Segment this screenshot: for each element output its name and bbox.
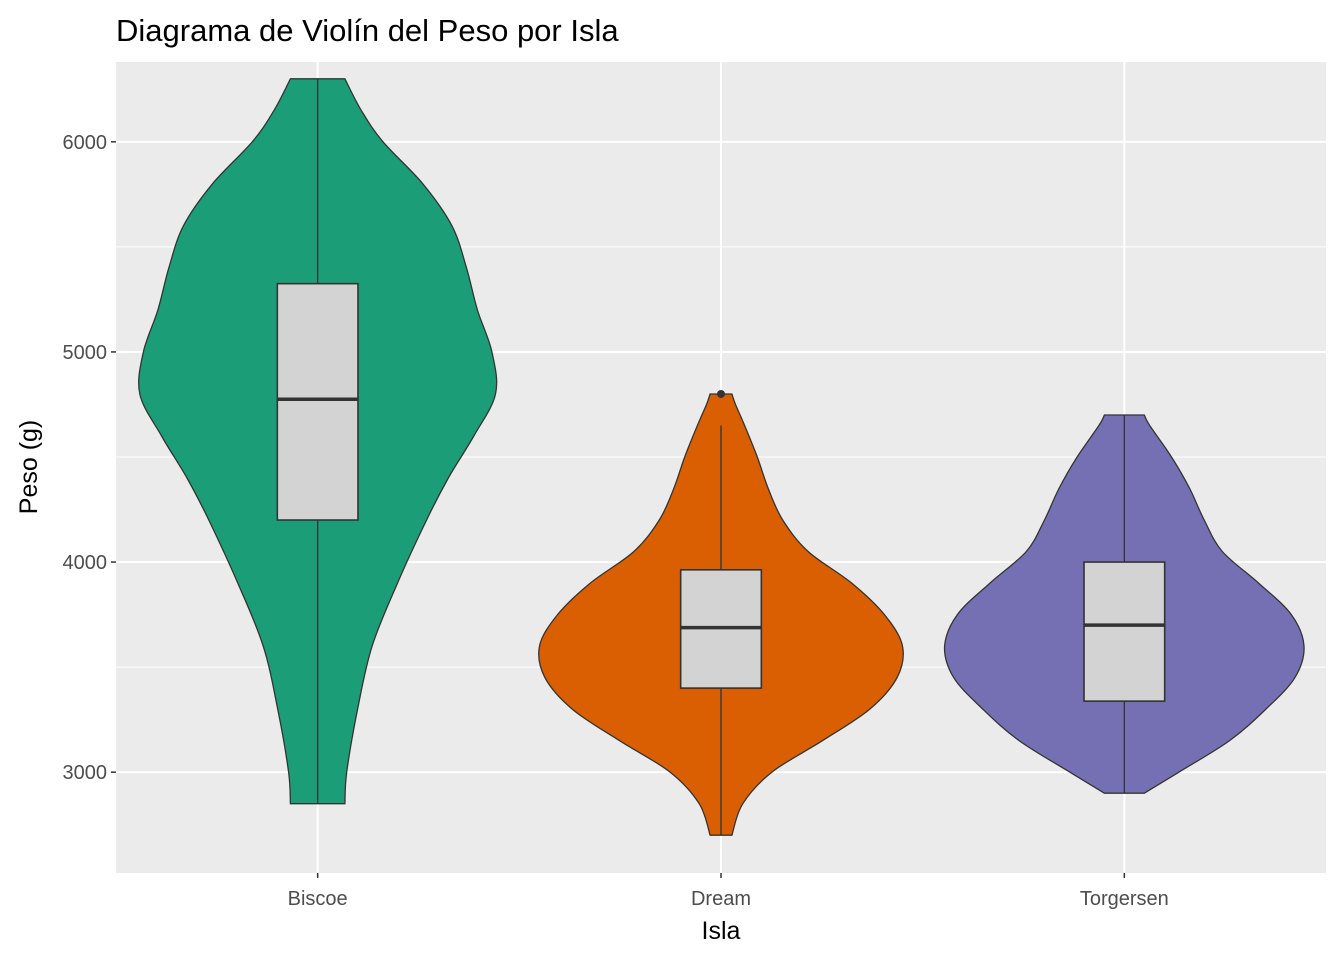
x-tick-label: Dream: [691, 888, 751, 910]
violin-torgersen: [943, 414, 1305, 794]
violins: [138, 78, 1305, 836]
x-tick-label: Biscoe: [288, 888, 348, 910]
x-tick-label: Torgersen: [1080, 888, 1169, 910]
x-axis-title: Isla: [702, 917, 741, 945]
x-axis: Biscoe Dream Torgersen: [288, 873, 1169, 910]
y-tick-label: 4000: [63, 552, 108, 574]
y-tick-label: 3000: [63, 762, 108, 784]
violin-biscoe: [138, 78, 498, 805]
y-tick-label: 6000: [63, 132, 108, 154]
box: [276, 282, 359, 521]
outlier-point: [717, 389, 725, 398]
box: [1083, 561, 1166, 702]
y-axis-title: Peso (g): [15, 420, 43, 514]
y-axis: 3000 4000 5000 6000: [63, 132, 116, 784]
chart-title: Diagrama de Violín del Peso por Isla: [116, 13, 619, 48]
violin-dream: [538, 389, 904, 836]
y-tick-label: 5000: [63, 342, 108, 364]
